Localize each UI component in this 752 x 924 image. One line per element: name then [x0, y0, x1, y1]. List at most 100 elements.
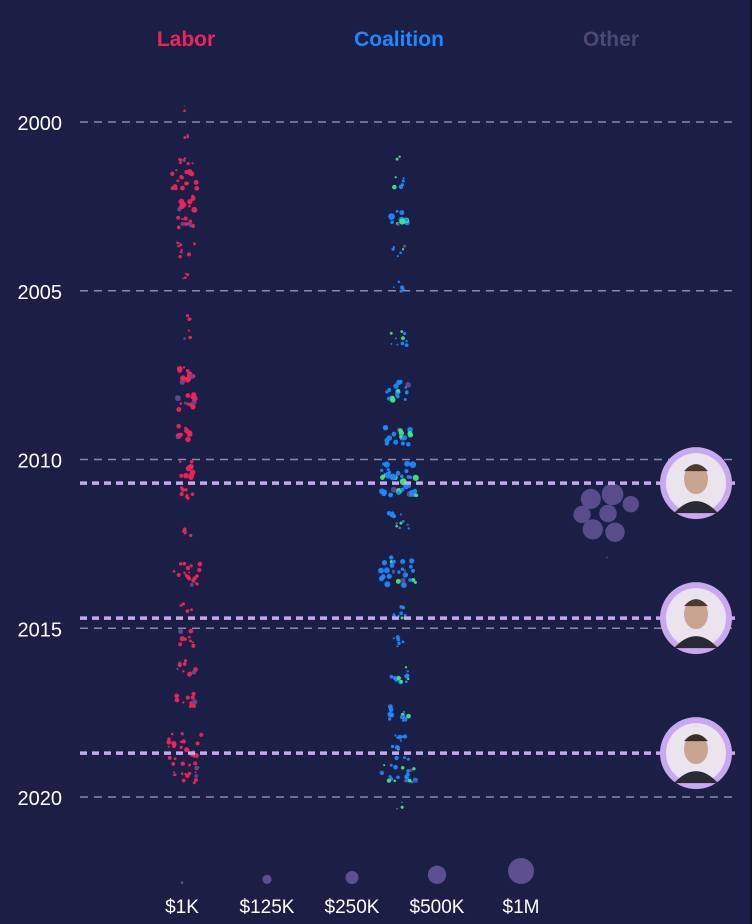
data-point-coalition: [386, 573, 392, 579]
data-point-labor: [170, 732, 174, 736]
data-point-coalition: [389, 560, 394, 564]
data-point-coalition: [401, 640, 405, 644]
data-point-labor: [194, 765, 199, 771]
data-point-labor: [183, 571, 186, 574]
y-tick-label: 2005: [18, 282, 63, 304]
data-point-labor: [179, 745, 183, 749]
data-point-labor: [184, 376, 191, 383]
data-point-coalition: [403, 483, 410, 490]
data-point-labor: [166, 739, 172, 745]
size-legend-circle: [345, 871, 359, 884]
data-point-coalition: [399, 289, 403, 293]
data-point-labor: [189, 582, 194, 587]
data-point-labor: [171, 762, 176, 766]
data-point-coalition: [400, 341, 405, 346]
data-point-coalition: [402, 734, 408, 739]
data-point-coalition: [403, 332, 407, 336]
data-point-coalition: [409, 558, 415, 564]
data-point-coalition: [399, 210, 405, 216]
data-point-labor: [182, 561, 187, 566]
data-point-labor: [170, 186, 175, 191]
data-point-coalition: [407, 431, 413, 436]
portrait-face: [684, 599, 708, 630]
data-point-coalition: [399, 739, 402, 742]
data-point-labor: [185, 493, 189, 497]
data-point-coalition: [407, 527, 411, 530]
data-point-labor: [178, 642, 183, 647]
data-point-labor: [185, 436, 191, 443]
data-point-labor: [189, 459, 194, 464]
data-point-labor: [187, 771, 192, 776]
data-point-coalition: [390, 486, 397, 493]
data-point-coalition: [393, 383, 399, 389]
data-point-coalition: [414, 493, 418, 498]
data-point-labor: [188, 704, 193, 708]
data-point-labor: [188, 317, 192, 321]
data-point-coalition: [378, 567, 384, 574]
column-label-coalition: Coalition: [354, 28, 444, 51]
data-point-coalition: [404, 343, 409, 348]
data-point-labor: [184, 428, 190, 434]
data-point-labor: [185, 695, 190, 700]
data-point-coalition: [389, 712, 395, 718]
data-point-labor: [188, 204, 191, 208]
data-point-coalition: [386, 511, 392, 516]
data-point-coalition: [392, 675, 398, 681]
data-point-coalition: [400, 567, 405, 571]
data-point-labor: [176, 573, 181, 577]
data-point-labor: [189, 533, 193, 538]
data-point-labor: [177, 244, 180, 248]
data-point-labor: [182, 670, 185, 673]
data-point-coalition: [392, 637, 395, 640]
size-legend-circle: [262, 874, 272, 885]
data-point-labor: [189, 374, 195, 379]
data-point-labor: [184, 222, 188, 226]
portrait-hair: [684, 599, 708, 607]
data-point-coalition: [409, 768, 413, 773]
data-point-coalition: [389, 555, 394, 560]
data-point-labor: [189, 639, 193, 643]
data-point-labor: [176, 694, 180, 698]
data-point-labor: [176, 667, 179, 671]
data-point-labor: [183, 531, 187, 535]
portrait-face: [684, 734, 708, 765]
data-point-labor: [197, 567, 202, 573]
data-point-labor: [174, 697, 180, 703]
data-point-labor: [181, 602, 186, 606]
data-point-labor: [167, 755, 172, 760]
data-point-coalition: [394, 337, 397, 340]
data-point-coalition: [387, 470, 391, 474]
data-point-labor: [185, 314, 190, 318]
data-point-coalition: [401, 336, 405, 341]
data-point-coalition: [391, 431, 397, 437]
data-point-coalition: [384, 581, 391, 588]
data-point-labor: [195, 582, 199, 586]
data-point-labor: [179, 486, 184, 490]
size-legend-circle: [508, 858, 534, 884]
data-point-coalition: [405, 339, 408, 343]
data-point-labor: [176, 423, 181, 429]
data-point-coalition: [399, 513, 403, 516]
data-point-coalition: [395, 394, 400, 399]
data-point-coalition: [398, 155, 401, 158]
data-point-coalition: [406, 441, 411, 447]
portrait-shoulders: [674, 771, 718, 784]
portrait-shoulders: [674, 501, 718, 514]
data-point-coalition: [401, 435, 408, 441]
data-point-coalition: [389, 674, 394, 679]
data-point-coalition: [388, 213, 395, 220]
data-point-coalition: [396, 675, 401, 681]
data-point-coalition: [396, 222, 400, 226]
data-point-labor: [177, 663, 182, 668]
data-point-coalition: [399, 679, 403, 684]
data-point-labor: [183, 216, 188, 221]
data-point-labor: [190, 608, 193, 612]
data-point-labor: [189, 171, 194, 176]
data-point-labor: [184, 488, 188, 492]
data-point-coalition: [394, 734, 397, 737]
data-point-coalition: [396, 490, 401, 496]
data-point-labor: [179, 402, 182, 405]
data-point-coalition: [412, 474, 419, 481]
portrait-face: [684, 464, 708, 495]
